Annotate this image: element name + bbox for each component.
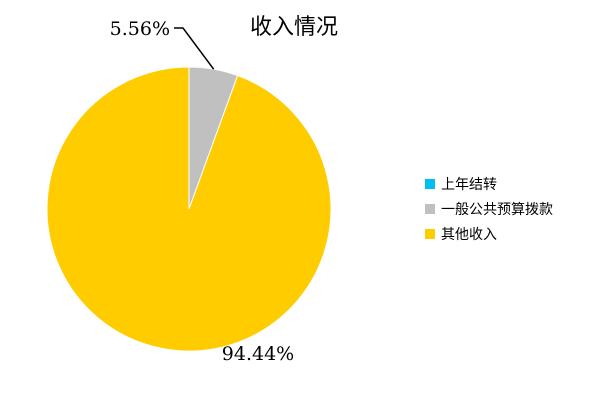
legend-label: 其他收入	[441, 227, 497, 243]
leader-line	[174, 27, 215, 70]
data-label: 5.56%	[110, 18, 170, 40]
legend-label: 一般公共预算拨款	[441, 202, 553, 218]
chart-title: 收入情况	[250, 15, 338, 40]
legend-swatch	[425, 179, 435, 189]
legend-label: 上年结转	[441, 177, 497, 193]
pie-slice	[46, 66, 332, 352]
data-label: 94.44%	[222, 343, 294, 365]
legend-swatch	[425, 229, 435, 239]
legend-swatch	[425, 204, 435, 214]
